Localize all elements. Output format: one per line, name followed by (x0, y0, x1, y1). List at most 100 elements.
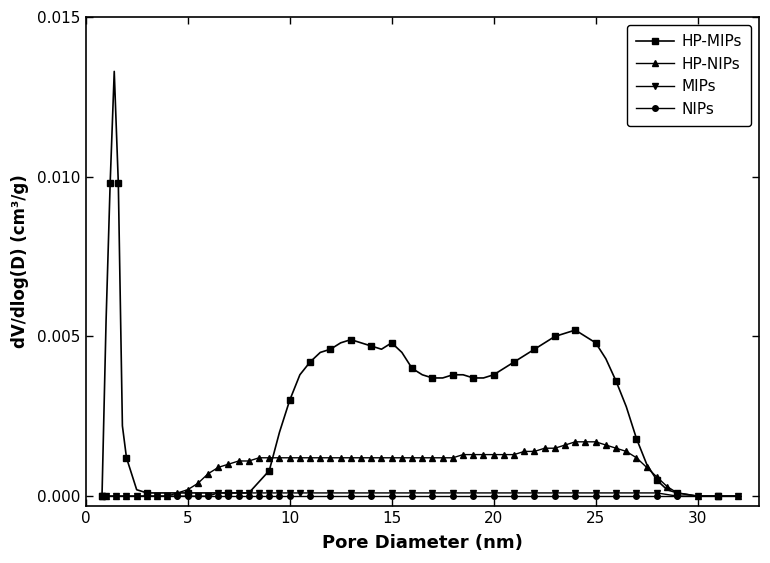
NIPs (734, 493, 743, 499)
HP-MIPs (621, 403, 631, 410)
MIPs (295, 490, 304, 497)
NIPs (510, 493, 519, 499)
MIPs (213, 490, 223, 497)
MIPs (224, 490, 233, 497)
MIPs (591, 490, 601, 497)
MIPs (326, 490, 335, 497)
NIPs (571, 493, 580, 499)
X-axis label: Pore Diameter (nm): Pore Diameter (nm) (322, 534, 523, 552)
NIPs (448, 493, 457, 499)
HP-MIPs (275, 429, 284, 436)
HP-MIPs (265, 467, 274, 474)
HP-MIPs (734, 493, 743, 499)
NIPs (346, 493, 356, 499)
NIPs (489, 493, 498, 499)
MIPs (407, 490, 417, 497)
NIPs (102, 493, 111, 499)
NIPs (275, 493, 284, 499)
MIPs (244, 490, 253, 497)
MIPs (306, 490, 315, 497)
NIPs (97, 493, 106, 499)
NIPs (112, 493, 121, 499)
MIPs (367, 490, 376, 497)
NIPs (132, 493, 142, 499)
NIPs (234, 493, 243, 499)
MIPs (632, 490, 641, 497)
NIPs (591, 493, 601, 499)
MIPs (142, 493, 152, 499)
MIPs (571, 490, 580, 497)
HP-MIPs (520, 352, 529, 359)
Line: HP-MIPs: HP-MIPs (99, 68, 742, 499)
HP-NIPs (234, 458, 243, 464)
MIPs (132, 493, 142, 499)
HP-NIPs (458, 451, 467, 458)
MIPs (652, 490, 661, 497)
MIPs (530, 490, 539, 497)
NIPs (142, 493, 152, 499)
HP-NIPs (571, 439, 580, 445)
MIPs (234, 490, 243, 497)
NIPs (183, 493, 192, 499)
MIPs (387, 490, 397, 497)
NIPs (673, 493, 682, 499)
MIPs (122, 493, 131, 499)
Legend: HP-MIPs, HP-NIPs, MIPs, NIPs: HP-MIPs, HP-NIPs, MIPs, NIPs (627, 25, 752, 126)
HP-MIPs (97, 493, 106, 499)
NIPs (407, 493, 417, 499)
HP-NIPs (632, 454, 641, 461)
NIPs (122, 493, 131, 499)
MIPs (275, 490, 284, 497)
NIPs (254, 493, 263, 499)
NIPs (326, 493, 335, 499)
NIPs (714, 493, 723, 499)
NIPs (693, 493, 702, 499)
HP-NIPs (417, 454, 427, 461)
MIPs (162, 493, 172, 499)
MIPs (183, 493, 192, 499)
HP-NIPs (734, 493, 743, 499)
NIPs (530, 493, 539, 499)
NIPs (469, 493, 478, 499)
NIPs (265, 493, 274, 499)
MIPs (428, 490, 437, 497)
MIPs (102, 493, 111, 499)
NIPs (244, 493, 253, 499)
MIPs (265, 490, 274, 497)
MIPs (346, 490, 356, 497)
NIPs (306, 493, 315, 499)
HP-MIPs (561, 330, 570, 337)
MIPs (152, 493, 162, 499)
MIPs (97, 493, 106, 499)
NIPs (172, 493, 182, 499)
NIPs (193, 493, 203, 499)
HP-NIPs (97, 493, 106, 499)
HP-MIPs (109, 68, 119, 75)
HP-NIPs (213, 464, 223, 471)
NIPs (285, 493, 294, 499)
MIPs (112, 493, 121, 499)
Y-axis label: dV/dlog(D) (cm³/g): dV/dlog(D) (cm³/g) (11, 175, 29, 348)
MIPs (551, 490, 560, 497)
NIPs (611, 493, 621, 499)
NIPs (387, 493, 397, 499)
HP-MIPs (693, 493, 702, 499)
MIPs (203, 493, 213, 499)
HP-NIPs (306, 454, 315, 461)
NIPs (162, 493, 172, 499)
NIPs (632, 493, 641, 499)
NIPs (203, 493, 213, 499)
NIPs (551, 493, 560, 499)
MIPs (285, 490, 294, 497)
MIPs (489, 490, 498, 497)
NIPs (224, 493, 233, 499)
NIPs (213, 493, 223, 499)
MIPs (469, 490, 478, 497)
Line: HP-NIPs: HP-NIPs (99, 439, 742, 499)
NIPs (652, 493, 661, 499)
NIPs (152, 493, 162, 499)
MIPs (611, 490, 621, 497)
MIPs (254, 490, 263, 497)
MIPs (448, 490, 457, 497)
MIPs (172, 493, 182, 499)
